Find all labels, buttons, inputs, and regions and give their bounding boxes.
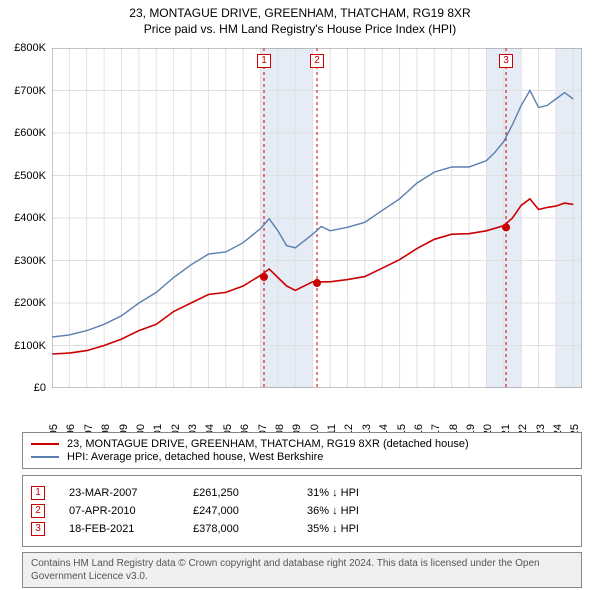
- title-area: 23, MONTAGUE DRIVE, GREENHAM, THATCHAM, …: [0, 0, 600, 36]
- plot-area: 1 2 3: [52, 48, 582, 388]
- legend-swatch: [31, 456, 59, 458]
- sale-row: 1 23-MAR-2007 £261,250 31% ↓ HPI: [31, 486, 573, 500]
- y-tick-label: £400K: [14, 212, 46, 224]
- sale-date: 18-FEB-2021: [69, 523, 169, 535]
- footer-note: Contains HM Land Registry data © Crown c…: [22, 552, 582, 588]
- y-tick-label: £700K: [14, 85, 46, 97]
- sale-date: 07-APR-2010: [69, 505, 169, 517]
- sale-pct: 36% ↓ HPI: [307, 505, 573, 517]
- x-axis-labels: 1995199619971998199920002001200220032004…: [52, 390, 582, 430]
- y-tick-label: £200K: [14, 297, 46, 309]
- y-tick-label: £600K: [14, 127, 46, 139]
- sale-row: 3 18-FEB-2021 £378,000 35% ↓ HPI: [31, 522, 573, 536]
- sale-pct: 31% ↓ HPI: [307, 487, 573, 499]
- sale-number-box: 1: [31, 486, 45, 500]
- sale-number-box: 2: [31, 504, 45, 518]
- sales-table: 1 23-MAR-2007 £261,250 31% ↓ HPI 2 07-APR-201…: [22, 475, 582, 547]
- y-axis-labels: £0£100K£200K£300K£400K£500K£600K£700K£80…: [0, 48, 50, 388]
- sale-price: £261,250: [193, 487, 283, 499]
- legend-box: 23, MONTAGUE DRIVE, GREENHAM, THATCHAM, …: [22, 432, 582, 469]
- sale-marker-3: 3: [499, 54, 513, 68]
- chart-container: 23, MONTAGUE DRIVE, GREENHAM, THATCHAM, …: [0, 0, 600, 590]
- y-tick-label: £0: [34, 382, 46, 394]
- chart-subtitle: Price paid vs. HM Land Registry's House …: [0, 22, 600, 36]
- y-tick-label: £300K: [14, 255, 46, 267]
- y-tick-label: £100K: [14, 340, 46, 352]
- sale-number-box: 3: [31, 522, 45, 536]
- y-tick-label: £800K: [14, 42, 46, 54]
- legend-label: HPI: Average price, detached house, West…: [67, 451, 323, 463]
- sale-date: 23-MAR-2007: [69, 487, 169, 499]
- y-tick-label: £500K: [14, 170, 46, 182]
- plot-svg: [52, 48, 582, 388]
- sale-row: 2 07-APR-2010 £247,000 36% ↓ HPI: [31, 504, 573, 518]
- sale-price: £378,000: [193, 523, 283, 535]
- legend-item: HPI: Average price, detached house, West…: [31, 451, 573, 463]
- sale-marker-2: 2: [310, 54, 324, 68]
- sale-marker-1: 1: [257, 54, 271, 68]
- legend-label: 23, MONTAGUE DRIVE, GREENHAM, THATCHAM, …: [67, 438, 469, 450]
- chart-title: 23, MONTAGUE DRIVE, GREENHAM, THATCHAM, …: [0, 6, 600, 20]
- sale-price: £247,000: [193, 505, 283, 517]
- legend-item: 23, MONTAGUE DRIVE, GREENHAM, THATCHAM, …: [31, 438, 573, 450]
- sale-pct: 35% ↓ HPI: [307, 523, 573, 535]
- legend-swatch: [31, 443, 59, 445]
